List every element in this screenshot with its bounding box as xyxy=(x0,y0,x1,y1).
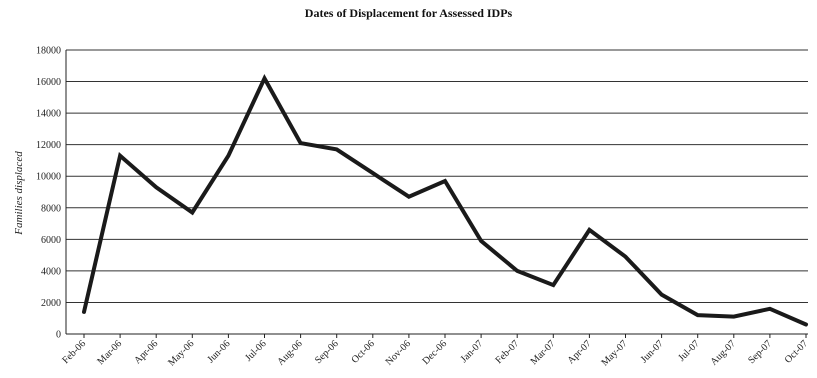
x-tick-label: Jun-07 xyxy=(639,338,666,365)
x-tick-label: Jun-06 xyxy=(205,338,232,365)
series-line xyxy=(82,74,808,327)
chart-title: Dates of Displacement for Assessed IDPs xyxy=(304,6,513,20)
axes xyxy=(65,50,808,338)
y-tick-label: 6000 xyxy=(41,235,61,246)
y-tick-label: 8000 xyxy=(41,203,61,214)
x-tick-label: Apr-07 xyxy=(565,338,593,366)
x-tick-label: Nov-06 xyxy=(384,338,413,367)
x-tick-label: Oct-07 xyxy=(783,338,810,365)
y-tick-label: 4000 xyxy=(41,266,61,277)
x-tick-label: Aug-06 xyxy=(275,338,304,367)
gridlines xyxy=(66,49,808,303)
x-tick-label: Jul-07 xyxy=(676,338,701,363)
series-lines xyxy=(82,74,808,327)
y-tick-label: 2000 xyxy=(41,298,61,309)
x-tick-label: Sep-06 xyxy=(313,338,341,366)
y-tick-label: 10000 xyxy=(36,172,61,183)
y-tick-labels: 0 2000 4000 6000 8000 10000 12000 14000 16000 180… xyxy=(36,46,61,341)
y-tick-label: 0 xyxy=(56,330,61,341)
x-tick-labels: Feb-06 Mar-06 Apr-06 May-06 Jun-06 Jul-06 Aug-… xyxy=(60,338,810,368)
x-tick-label: Mar-06 xyxy=(95,338,124,367)
x-tick-label: Oct-06 xyxy=(349,338,376,365)
x-tick-label: May-06 xyxy=(166,338,196,368)
x-tick-label: Apr-06 xyxy=(132,338,160,366)
x-tick-label: Sep-07 xyxy=(746,338,774,366)
y-tick-label: 16000 xyxy=(36,77,61,88)
x-tick-label: Mar-07 xyxy=(529,338,558,367)
x-tick-label: Jul-06 xyxy=(243,338,268,363)
y-tick-label: 14000 xyxy=(36,109,61,120)
x-tick-label: Jan-07 xyxy=(459,338,486,365)
x-tick-label: May-07 xyxy=(599,338,629,368)
x-tick-label: Feb-06 xyxy=(60,338,88,366)
x-tick-label: Feb-07 xyxy=(494,338,522,366)
y-tick-label: 12000 xyxy=(36,140,61,151)
y-tick-label: 18000 xyxy=(36,46,61,57)
x-tick-label: Dec-06 xyxy=(421,338,450,367)
x-tick-label: Aug-07 xyxy=(709,338,738,367)
